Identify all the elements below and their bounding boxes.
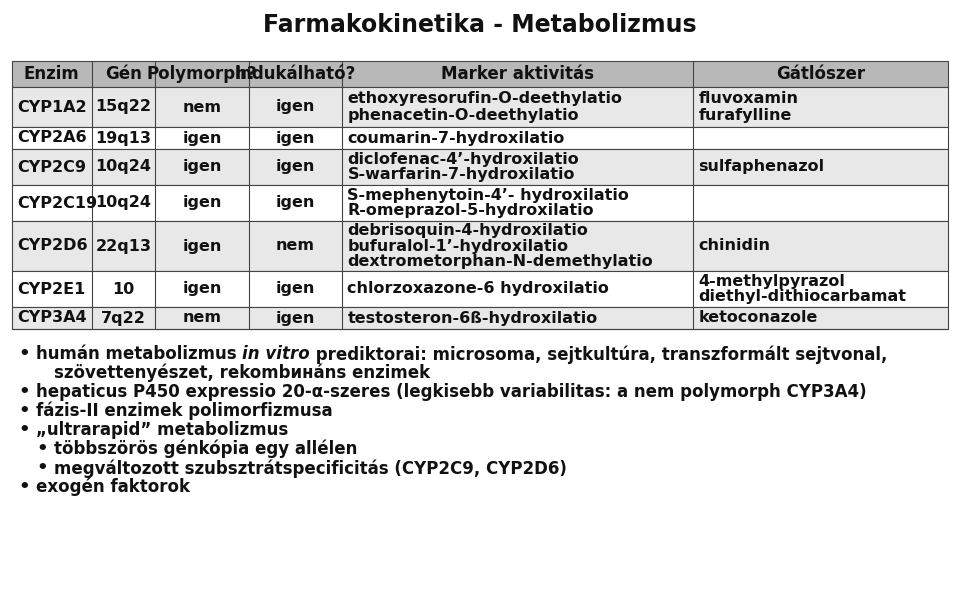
Text: S-warfarin-7-hydroxilatio: S-warfarin-7-hydroxilatio bbox=[348, 167, 575, 183]
Text: •: • bbox=[18, 478, 30, 496]
Text: •: • bbox=[36, 440, 48, 458]
Text: CYP3A4: CYP3A4 bbox=[17, 310, 86, 326]
Text: igen: igen bbox=[276, 310, 315, 326]
Text: Gén: Gén bbox=[105, 65, 142, 83]
Text: CYP2D6: CYP2D6 bbox=[17, 239, 87, 254]
Text: CYP2A6: CYP2A6 bbox=[17, 131, 86, 145]
Text: 22q13: 22q13 bbox=[95, 239, 152, 254]
Text: CYP2E1: CYP2E1 bbox=[17, 281, 85, 297]
Bar bbox=[12, 271, 948, 307]
Text: igen: igen bbox=[182, 131, 222, 145]
Text: igen: igen bbox=[276, 281, 315, 297]
Text: 7q22: 7q22 bbox=[101, 310, 146, 326]
Text: testosteron-6ß-hydroxilatio: testosteron-6ß-hydroxilatio bbox=[348, 310, 598, 326]
Text: 10q24: 10q24 bbox=[95, 196, 152, 210]
Text: furafylline: furafylline bbox=[699, 108, 792, 123]
Text: igen: igen bbox=[276, 131, 315, 145]
Text: Enzim: Enzim bbox=[24, 65, 80, 83]
Bar bbox=[12, 149, 948, 185]
Text: 10: 10 bbox=[112, 281, 134, 297]
Text: Polymorph?: Polymorph? bbox=[147, 65, 257, 83]
Text: Indukálható?: Indukálható? bbox=[235, 65, 356, 83]
Text: 4-methylpyrazol: 4-methylpyrazol bbox=[699, 274, 846, 288]
Text: CYP1A2: CYP1A2 bbox=[17, 99, 86, 115]
Text: igen: igen bbox=[182, 281, 222, 297]
Text: ketoconazole: ketoconazole bbox=[699, 310, 818, 326]
Text: prediktorai: microsoma, sejtkultúra, transzformált sejtvonal,: prediktorai: microsoma, sejtkultúra, tra… bbox=[310, 345, 887, 363]
Text: igen: igen bbox=[276, 99, 315, 115]
Text: •: • bbox=[36, 459, 48, 477]
Text: exogén faktorok: exogén faktorok bbox=[36, 478, 190, 496]
Bar bbox=[12, 185, 948, 221]
Text: Gátlószer: Gátlószer bbox=[776, 65, 865, 83]
Text: in vitro: in vitro bbox=[242, 345, 310, 363]
Text: igen: igen bbox=[182, 196, 222, 210]
Text: 19q13: 19q13 bbox=[95, 131, 152, 145]
Text: bufuralol-1’-hydroxilatio: bufuralol-1’-hydroxilatio bbox=[348, 239, 568, 254]
Text: igen: igen bbox=[276, 196, 315, 210]
Text: nem: nem bbox=[276, 239, 315, 254]
Bar bbox=[12, 61, 948, 87]
Text: coumarin-7-hydroxilatio: coumarin-7-hydroxilatio bbox=[348, 131, 564, 145]
Text: S-mephenytoin-4’- hydroxilatio: S-mephenytoin-4’- hydroxilatio bbox=[348, 188, 630, 203]
Text: 15q22: 15q22 bbox=[95, 99, 152, 115]
Text: igen: igen bbox=[182, 239, 222, 254]
Text: sulfaphenazol: sulfaphenazol bbox=[699, 160, 825, 174]
Bar bbox=[12, 221, 948, 271]
Text: igen: igen bbox=[276, 160, 315, 174]
Text: szövettenyészet, rekombинáns enzimek: szövettenyészet, rekombинáns enzimek bbox=[54, 364, 430, 382]
Text: dextrometorphan-N-demethylatio: dextrometorphan-N-demethylatio bbox=[348, 254, 653, 269]
Text: •: • bbox=[18, 402, 30, 420]
Text: hepaticus P450 expressio 20-α-szeres (legkisebb variabilitas: a nem polymorph CY: hepaticus P450 expressio 20-α-szeres (le… bbox=[36, 383, 867, 401]
Text: diclofenac-4’-hydroxilatio: diclofenac-4’-hydroxilatio bbox=[348, 152, 579, 167]
Bar bbox=[12, 127, 948, 149]
Text: phenacetin-O-deethylatio: phenacetin-O-deethylatio bbox=[348, 108, 579, 123]
Text: fluvoxamin: fluvoxamin bbox=[699, 91, 799, 106]
Text: Farmakokinetika - Metabolizmus: Farmakokinetika - Metabolizmus bbox=[263, 13, 697, 37]
Text: igen: igen bbox=[182, 160, 222, 174]
Text: „ultrarapid” metabolizmus: „ultrarapid” metabolizmus bbox=[36, 421, 288, 439]
Text: megváltozott szubsztrátspecificitás (CYP2C9, CYP2D6): megváltozott szubsztrátspecificitás (CYP… bbox=[54, 459, 566, 478]
Text: debrisoquin-4-hydroxilatio: debrisoquin-4-hydroxilatio bbox=[348, 223, 588, 238]
Text: chlorzoxazone-6 hydroxilatio: chlorzoxazone-6 hydroxilatio bbox=[348, 281, 610, 297]
Text: CYP2C9: CYP2C9 bbox=[17, 160, 86, 174]
Text: nem: nem bbox=[182, 310, 222, 326]
Text: •: • bbox=[18, 421, 30, 439]
Bar bbox=[12, 307, 948, 329]
Text: 10q24: 10q24 bbox=[95, 160, 152, 174]
Text: nem: nem bbox=[182, 99, 222, 115]
Text: CYP2C19: CYP2C19 bbox=[17, 196, 97, 210]
Text: chinidin: chinidin bbox=[699, 239, 771, 254]
Text: humán metabolizmus: humán metabolizmus bbox=[36, 345, 242, 363]
Text: többszörös génkópia egy allélen: többszörös génkópia egy allélen bbox=[54, 440, 357, 459]
Text: ethoxyresorufin-O-deethylatio: ethoxyresorufin-O-deethylatio bbox=[348, 91, 622, 106]
Text: R-omeprazol-5-hydroxilatio: R-omeprazol-5-hydroxilatio bbox=[348, 203, 594, 218]
Text: •: • bbox=[18, 383, 30, 401]
Text: Marker aktivitás: Marker aktivitás bbox=[442, 65, 594, 83]
Text: •: • bbox=[18, 345, 30, 363]
Bar bbox=[12, 87, 948, 127]
Text: fázis-II enzimek polimorfizmusa: fázis-II enzimek polimorfizmusa bbox=[36, 402, 332, 421]
Text: diethyl-dithiocarbamat: diethyl-dithiocarbamat bbox=[699, 290, 906, 304]
